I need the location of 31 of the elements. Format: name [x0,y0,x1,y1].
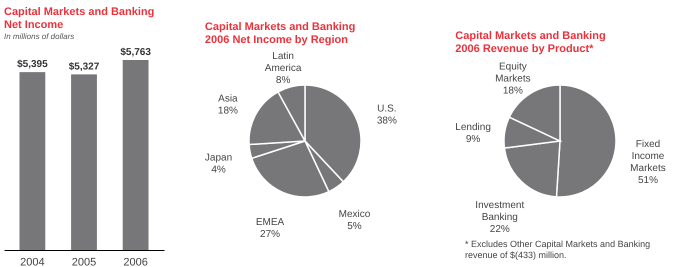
slice-label: Asia [218,94,238,105]
data-label: 8% [276,74,290,86]
chart-title: Capital Markets and Banking 2006 Net Income by Region [204,20,356,46]
data-label: $5,327 [68,61,100,72]
data-label: 9% [466,134,480,146]
slice-label: Fixed Income Markets [630,138,666,174]
x-tick-label: 2006 [123,256,148,267]
slice-label: Mexico [338,208,371,220]
x-tick-label: 2005 [72,256,96,267]
slice-label: U.S. [377,104,397,115]
data-label: 18% [218,106,238,117]
data-label: 38% [376,116,397,127]
slice-label: Lending [455,122,491,134]
text: * Excludes Other Capital Markets and Banking revenue of $(433) million. [465,239,650,260]
data-label: 4% [211,164,226,176]
slice-label: Equity Markets [495,62,531,85]
slice-label: Japan [204,152,232,164]
x-tick-label: 2004 [20,256,45,267]
data-label: 5% [347,220,362,232]
data-label: $5,763 [120,47,152,58]
data-label: 51% [638,174,658,186]
chart-title: Capital Markets and Banking 2006 Revenue by Product* [455,30,606,55]
data-label: $5,395 [17,59,48,70]
chart-title: Capital Markets and Banking Net Income [4,6,154,31]
data-label: 18% [502,86,523,97]
chart-subtitle: In millions of dollars [4,32,74,41]
slice-label: Investment Banking [475,200,524,224]
slice-label: EMEA [256,216,285,228]
data-label: 22% [490,224,510,236]
data-label: 27% [260,228,280,240]
slice-label: Latin America [264,50,302,74]
